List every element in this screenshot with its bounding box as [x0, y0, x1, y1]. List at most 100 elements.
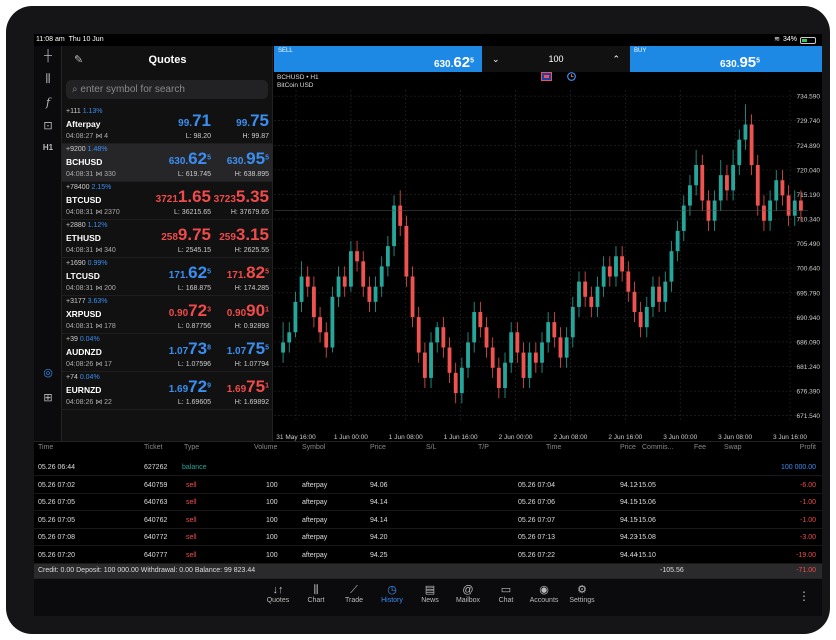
quote-ask[interactable]: 171.825 — [227, 263, 269, 283]
quote-symbol: ETHUSD — [66, 233, 101, 243]
candlestick-chart-svg[interactable]: 734.590 729.740 724.890 720.040 715.190 710.3… — [274, 72, 822, 441]
history-row[interactable]: 05.26 06:44 627262 balance 100 000.00 — [34, 459, 822, 476]
buy-button[interactable]: BUY 630.955 — [630, 46, 822, 72]
history-cell-time2: 05.26 07:06 — [518, 499, 555, 506]
nav-settings[interactable]: ⚙ Settings — [562, 583, 602, 604]
quote-high: H: 1.69892 — [234, 399, 269, 406]
quote-row-xrpusd[interactable]: +3177 3.63% XRPUSD 04:08:31 ⋈ 178 0.90723 0.… — [62, 296, 273, 334]
history-cell-time2: 05.26 07:13 — [518, 534, 555, 541]
candle-body — [552, 322, 557, 338]
column-header-ticket[interactable]: Ticket — [144, 444, 163, 451]
add-window-icon[interactable]: ⊞ — [43, 392, 53, 404]
price-chart[interactable]: 734.590 729.740 724.890 720.040 715.190 710.3… — [274, 72, 822, 441]
column-header-price[interactable]: Price — [370, 444, 386, 451]
quote-bid[interactable]: 2589.75 — [161, 225, 211, 245]
edit-pencil-icon[interactable]: ✎ — [74, 54, 84, 66]
nav-chart[interactable]: ⫼ Chart — [296, 583, 336, 604]
quote-ask[interactable]: 1.69751 — [227, 377, 269, 397]
quote-high: H: 99.87 — [242, 133, 269, 140]
objects-icon[interactable]: ⊡ — [43, 120, 53, 132]
nav-mailbox[interactable]: @ Mailbox — [448, 583, 488, 604]
quote-row-afterpay[interactable]: +111 1.13% Afterpay 04:08:27 ⋈ 4 99.71 99.75… — [62, 106, 273, 144]
candle-body — [305, 276, 310, 287]
quote-bid[interactable]: 630.625 — [169, 149, 211, 169]
buy-price-main: 630. — [720, 59, 740, 70]
candlestick-icon[interactable]: ⫼ — [45, 73, 51, 85]
chat-icon: ▭ — [500, 584, 512, 596]
y-tick-label: 720.040 — [797, 167, 821, 174]
quote-row-bchusd[interactable]: +9200 1.48% BCHUSD 04:08:31 ⋈ 330 630.625 63… — [62, 144, 273, 182]
indicator-active-icon[interactable]: ◎ — [43, 367, 53, 379]
quote-row-audnzd[interactable]: +39 0.04% AUDNZD 04:08:26 ⋈ 17 1.07738 1.077… — [62, 334, 273, 372]
quote-bid[interactable]: 37211.65 — [156, 187, 211, 207]
volume-up-icon[interactable]: ⌃ — [612, 54, 620, 64]
ask-main: 1.69 — [226, 384, 247, 395]
volume-down-icon[interactable]: ⌄ — [492, 54, 500, 64]
history-cell-symbol: afterpay — [302, 551, 328, 559]
status-time: 11:08 am — [36, 36, 65, 43]
quote-high: H: 174.285 — [234, 285, 269, 292]
quote-spread: 178 — [104, 323, 116, 330]
column-header-time[interactable]: Time — [546, 444, 562, 451]
quote-ask[interactable]: 1.07755 — [227, 339, 269, 359]
nav-accounts[interactable]: ◉ Accounts — [524, 583, 564, 604]
trade-levels-icon[interactable] — [541, 72, 552, 81]
quote-bid[interactable]: 99.71 — [178, 111, 211, 131]
volume-selector[interactable]: ⌄ 100 ⌃ — [482, 46, 630, 72]
history-row[interactable]: 05.26 07:05 640763 sell 100 afterpay 94.14 05.… — [34, 494, 822, 511]
function-icon[interactable]: f — [45, 96, 51, 109]
sell-button[interactable]: SELL 630.625 — [274, 46, 482, 72]
quote-ask[interactable]: 0.90901 — [227, 301, 269, 321]
column-header-swap[interactable]: Swap — [724, 444, 742, 451]
timeframe-button[interactable]: H1 — [42, 143, 54, 152]
ask-big: 95 — [246, 149, 266, 168]
more-menu-icon[interactable]: ⋮ — [798, 589, 810, 603]
quote-ask[interactable]: 2593.15 — [219, 225, 269, 245]
quote-row-btcusd[interactable]: +78400 2.15% BTCUSD 04:08:31 ⋈ 2370 37211.6… — [62, 182, 273, 220]
crosshair-icon[interactable]: ┼ — [44, 50, 52, 62]
candle-body — [441, 327, 446, 348]
nav-label: Chart — [307, 597, 325, 604]
quotes-icon: ↓↑ — [272, 584, 284, 596]
quote-bid[interactable]: 0.90723 — [169, 301, 211, 321]
column-header-symbol[interactable]: Symbol — [302, 444, 326, 451]
column-header-profit[interactable]: Profit — [799, 444, 816, 451]
nav-quotes[interactable]: ↓↑ Quotes — [258, 583, 298, 604]
history-cell-price2: 94.44 — [620, 551, 638, 559]
quote-time: 04:08:26 — [66, 399, 94, 406]
history-row[interactable]: 05.26 07:05 640762 sell 100 afterpay 94.14 05.… — [34, 512, 822, 529]
column-header-commis[interactable]: Commis... — [642, 444, 674, 451]
nav-trade[interactable]: ⟋ Trade — [334, 583, 374, 604]
y-tick-label: 724.890 — [797, 143, 821, 150]
quote-ask[interactable]: 630.955 — [227, 149, 269, 169]
quote-row-ethusd[interactable]: +2880 1.12% ETHUSD 04:08:31 ⋈ 340 2589.75 25… — [62, 220, 273, 258]
quote-bid[interactable]: 1.07738 — [169, 339, 211, 359]
nav-history[interactable]: ◷ History — [372, 583, 412, 604]
quote-row-eurnzd[interactable]: +74 0.04% EURNZD 04:08:26 ⋈ 22 1.69729 1.697… — [62, 372, 273, 410]
candle-body — [472, 312, 477, 343]
candle-body — [435, 327, 440, 343]
clock-icon[interactable] — [566, 72, 577, 81]
history-row[interactable]: 05.26 07:02 640759 sell 100 afterpay 94.06 05.… — [34, 477, 822, 494]
quote-ask[interactable]: 99.75 — [236, 111, 269, 131]
nav-chat[interactable]: ▭ Chat — [486, 583, 526, 604]
candle-body — [786, 195, 791, 216]
column-header-time[interactable]: Time — [38, 444, 54, 451]
column-header-price[interactable]: Price — [620, 444, 636, 451]
quote-ask[interactable]: 37235.35 — [214, 187, 269, 207]
symbol-search-input[interactable]: ⌕ enter symbol for search — [66, 80, 268, 99]
column-header-type[interactable]: Type — [184, 444, 200, 451]
column-header-tp[interactable]: T/P — [478, 444, 489, 451]
nav-news[interactable]: ▤ News — [410, 583, 450, 604]
column-header-sl[interactable]: S/L — [426, 444, 437, 451]
nav-label: Accounts — [529, 597, 559, 604]
quote-row-ltcusd[interactable]: +1690 0.99% LTCUSD 04:08:31 ⋈ 200 171.625 17… — [62, 258, 273, 296]
bid-main: 630. — [168, 156, 189, 167]
quote-bid[interactable]: 1.69729 — [169, 377, 211, 397]
x-tick-label: 2 Jun 08:00 — [553, 434, 587, 441]
history-row[interactable]: 05.26 07:08 640772 sell 100 afterpay 94.20 05.… — [34, 529, 822, 546]
column-header-fee[interactable]: Fee — [694, 444, 707, 451]
column-header-volume[interactable]: Volume — [254, 444, 278, 451]
history-row[interactable]: 05.26 07:20 640777 sell 100 afterpay 94.25 05.… — [34, 547, 822, 564]
quote-bid[interactable]: 171.625 — [169, 263, 211, 283]
